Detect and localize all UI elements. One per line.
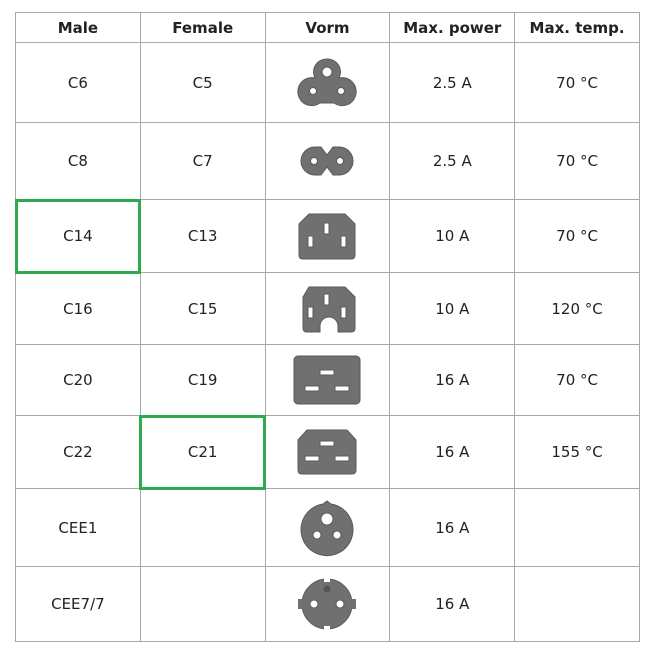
temp-cell <box>514 566 640 642</box>
header-female: Female <box>139 12 266 43</box>
male-cell: CEE1 <box>15 488 141 567</box>
temp-cell: 70 °C <box>514 344 640 416</box>
male-cell: C6 <box>15 42 141 123</box>
c15-connector-icon <box>302 286 356 332</box>
temp-cell: 70 °C <box>514 42 640 123</box>
table-row: CEE1 16 A <box>15 488 640 567</box>
shape-cell <box>264 42 391 123</box>
temp-cell: 70 °C <box>514 199 640 273</box>
male-cell: C20 <box>15 344 141 416</box>
shape-cell <box>264 566 391 642</box>
power-cell: 10 A <box>389 272 516 345</box>
c7-figure8-icon <box>301 146 354 176</box>
temp-cell: 155 °C <box>514 415 640 489</box>
shape-cell <box>264 344 391 416</box>
temp-cell: 70 °C <box>514 122 640 200</box>
male-cell-highlighted: C14 <box>14 198 142 274</box>
power-cell: 16 A <box>389 488 516 567</box>
connector-table: Male Female Vorm Max. power Max. temp. C… <box>14 12 640 642</box>
male-cell: CEE7/7 <box>15 566 141 642</box>
c5-cloverleaf-icon <box>297 57 358 106</box>
table-row: C16 C15 10 A 120 °C <box>15 272 640 345</box>
c19-connector-icon <box>293 355 361 405</box>
header-max-temp: Max. temp. <box>514 12 640 43</box>
female-cell <box>139 488 266 567</box>
power-cell: 10 A <box>389 199 516 273</box>
female-cell: C15 <box>139 272 266 345</box>
temp-cell: 120 °C <box>514 272 640 345</box>
shape-cell <box>264 415 391 489</box>
header-male: Male <box>15 12 141 43</box>
header-max-power: Max. power <box>389 12 516 43</box>
female-cell <box>139 566 266 642</box>
power-cell: 16 A <box>389 415 516 489</box>
male-cell: C8 <box>15 122 141 200</box>
female-cell: C5 <box>139 42 266 123</box>
temp-cell <box>514 488 640 567</box>
female-cell: C13 <box>139 199 266 273</box>
female-cell: C19 <box>139 344 266 416</box>
male-cell: C16 <box>15 272 141 345</box>
table-row: C14 C13 10 A 70 °C <box>14 198 640 274</box>
shape-cell <box>264 272 391 345</box>
female-cell-highlighted: C21 <box>139 414 267 490</box>
cee1-socket-icon <box>301 499 354 556</box>
table-row: C22 C21 16 A 155 °C <box>15 414 640 490</box>
power-cell: 2.5 A <box>389 122 516 200</box>
header-vorm: Vorm <box>264 12 391 43</box>
power-cell: 16 A <box>389 566 516 642</box>
shape-cell <box>264 488 391 567</box>
table-row: C8 C7 2.5 A 70 °C <box>15 122 640 200</box>
shape-cell <box>264 199 391 273</box>
c13-connector-icon <box>298 213 356 260</box>
male-cell: C22 <box>15 415 141 489</box>
table-row: C6 C5 2.5 A 70 °C <box>15 42 640 123</box>
power-cell: 2.5 A <box>389 42 516 123</box>
shape-cell <box>264 122 391 200</box>
cee77-schuko-icon <box>298 578 357 630</box>
c21-connector-icon <box>297 429 357 475</box>
power-cell: 16 A <box>389 344 516 416</box>
header-row: Male Female Vorm Max. power Max. temp. <box>15 12 640 43</box>
table-row: C20 C19 16 A 70 °C <box>15 344 640 416</box>
female-cell: C7 <box>139 122 266 200</box>
table-row: CEE7/7 16 A <box>15 566 640 642</box>
